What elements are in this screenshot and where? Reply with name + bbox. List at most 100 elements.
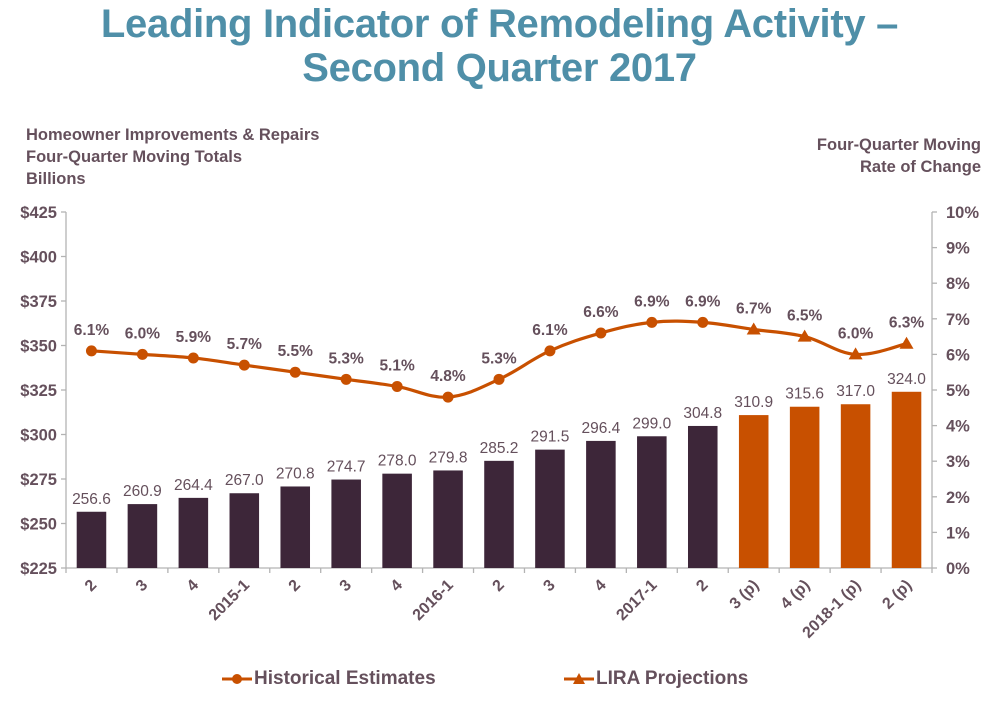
line-point-circle (289, 366, 301, 378)
x-category-label: 4 (184, 577, 202, 595)
legend: Historical Estimates LIRA Projections (0, 668, 999, 694)
x-category-label: 4 (p) (778, 577, 814, 613)
left-axis-title-line-2: Four-Quarter Moving Totals (26, 148, 243, 166)
right-axis-tick-label: 10% (946, 204, 979, 222)
line-point-triangle (746, 322, 761, 335)
right-axis-title-line-1: Four-Quarter Moving (816, 136, 981, 154)
right-axis-title: Four-Quarter Moving Rate of Change (817, 134, 981, 178)
right-axis-title-line-2: Rate of Change (859, 158, 981, 176)
line-value-label: 5.5% (278, 343, 314, 360)
legend-item-projections: LIRA Projections (564, 668, 748, 690)
left-axis-title: Homeowner Improvements & Repairs Four-Qu… (26, 124, 319, 190)
line-value-label: 5.9% (176, 329, 212, 346)
chart-title: Leading Indicator of Remodeling Activity… (0, 2, 999, 90)
bar-value-label: 267.0 (225, 472, 264, 489)
line-point-circle (442, 391, 454, 403)
line-value-label: 6.0% (125, 325, 161, 342)
x-category-label: 2 (82, 577, 100, 595)
x-category-label: 4 (591, 577, 609, 595)
left-axis-tick-label: $325 (20, 382, 57, 400)
bar-historical (382, 473, 412, 568)
bar-historical (280, 486, 311, 568)
left-axis-tick-label: $425 (20, 204, 57, 222)
bar-value-label: 278.0 (378, 453, 417, 470)
right-axis-tick-label: 1% (946, 524, 970, 542)
left-axis-title-line-1: Homeowner Improvements & Repairs (26, 126, 320, 144)
x-category-label: 2 (693, 577, 711, 595)
line-point-circle (391, 380, 403, 392)
line-value-label: 6.3% (889, 315, 925, 332)
legend-label-projections: LIRA Projections (596, 668, 749, 689)
x-category-label: 2 (490, 577, 508, 595)
line-circle-marker-icon (222, 674, 252, 684)
line-value-label: 6.0% (838, 325, 874, 342)
bar-value-label: 274.7 (327, 459, 366, 476)
bar-historical (331, 479, 361, 568)
line-point-circle (187, 352, 199, 364)
legend-label-historical: Historical Estimates (254, 668, 436, 689)
bar-historical (127, 504, 158, 568)
chart-title-line-2: Second Quarter 2017 (302, 46, 697, 90)
left-axis-tick-label: $375 (20, 293, 57, 311)
line-point-circle (646, 316, 658, 328)
left-axis-tick-label: $300 (20, 427, 57, 445)
x-category-label: 4 (388, 577, 406, 595)
line-point-circle (697, 316, 709, 328)
line-value-label: 5.3% (329, 350, 365, 367)
bar-value-label: 260.9 (123, 483, 162, 500)
bar-historical (178, 497, 209, 568)
right-axis-tick-label: 8% (946, 275, 970, 293)
x-category-label: 3 (540, 577, 558, 595)
bar-value-label: 304.8 (683, 405, 722, 422)
bar-value-label: 310.9 (734, 394, 773, 411)
left-axis-tick-label: $275 (20, 471, 57, 489)
bar-value-label: 324.0 (887, 371, 926, 388)
left-axis-tick-label: $225 (20, 560, 57, 578)
right-axis-tick-label: 9% (946, 240, 970, 258)
line-point-triangle (899, 336, 914, 349)
bar-value-label: 270.8 (276, 465, 315, 482)
line-value-label: 6.6% (583, 304, 619, 321)
x-category-label: 2015-1 (206, 577, 253, 624)
line-value-label: 6.9% (685, 293, 721, 310)
bar-projection (738, 415, 769, 568)
line-value-label: 6.9% (634, 293, 670, 310)
bar-value-label: 285.2 (480, 440, 519, 457)
bar-value-label: 299.0 (632, 415, 671, 432)
bar-projection (840, 404, 871, 568)
bar-value-label: 279.8 (429, 449, 468, 466)
bar-historical (535, 449, 565, 568)
bar-historical (687, 425, 718, 568)
right-axis-tick-label: 0% (946, 560, 970, 578)
line-point-circle (238, 359, 250, 371)
right-axis-tick-label: 4% (946, 418, 970, 436)
right-axis-tick-label: 7% (946, 311, 970, 329)
line-point-triangle (848, 347, 863, 360)
line-value-label: 4.8% (430, 368, 466, 385)
line-point-circle (493, 373, 505, 385)
right-axis-tick-label: 5% (946, 382, 970, 400)
bar-historical (229, 493, 260, 568)
bar-value-label: 264.4 (174, 477, 213, 494)
bar-value-label: 296.4 (581, 420, 620, 437)
bar-historical (586, 440, 616, 568)
line-value-label: 6.1% (74, 322, 110, 339)
bar-value-label: 317.0 (836, 383, 875, 400)
left-axis-title-line-3: Billions (26, 170, 86, 188)
x-category-label: 3 (p) (727, 577, 763, 613)
line-point-circle (85, 345, 97, 357)
right-axis-tick-label: 2% (946, 489, 970, 507)
line-triangle-marker-icon (564, 673, 594, 684)
line-value-label: 6.1% (532, 322, 568, 339)
x-category-label: 3 (133, 577, 151, 595)
line-value-label: 6.7% (736, 300, 772, 317)
left-axis-tick-label: $350 (20, 338, 57, 356)
left-axis-tick-label: $400 (20, 249, 57, 267)
bar-value-label: 256.6 (72, 491, 111, 508)
line-value-label: 5.3% (481, 350, 517, 367)
chart-title-line-1: Leading Indicator of Remodeling Activity… (100, 2, 899, 46)
line-point-circle (340, 373, 352, 385)
right-axis-tick-label: 3% (946, 453, 970, 471)
line-value-label: 5.1% (379, 357, 415, 374)
